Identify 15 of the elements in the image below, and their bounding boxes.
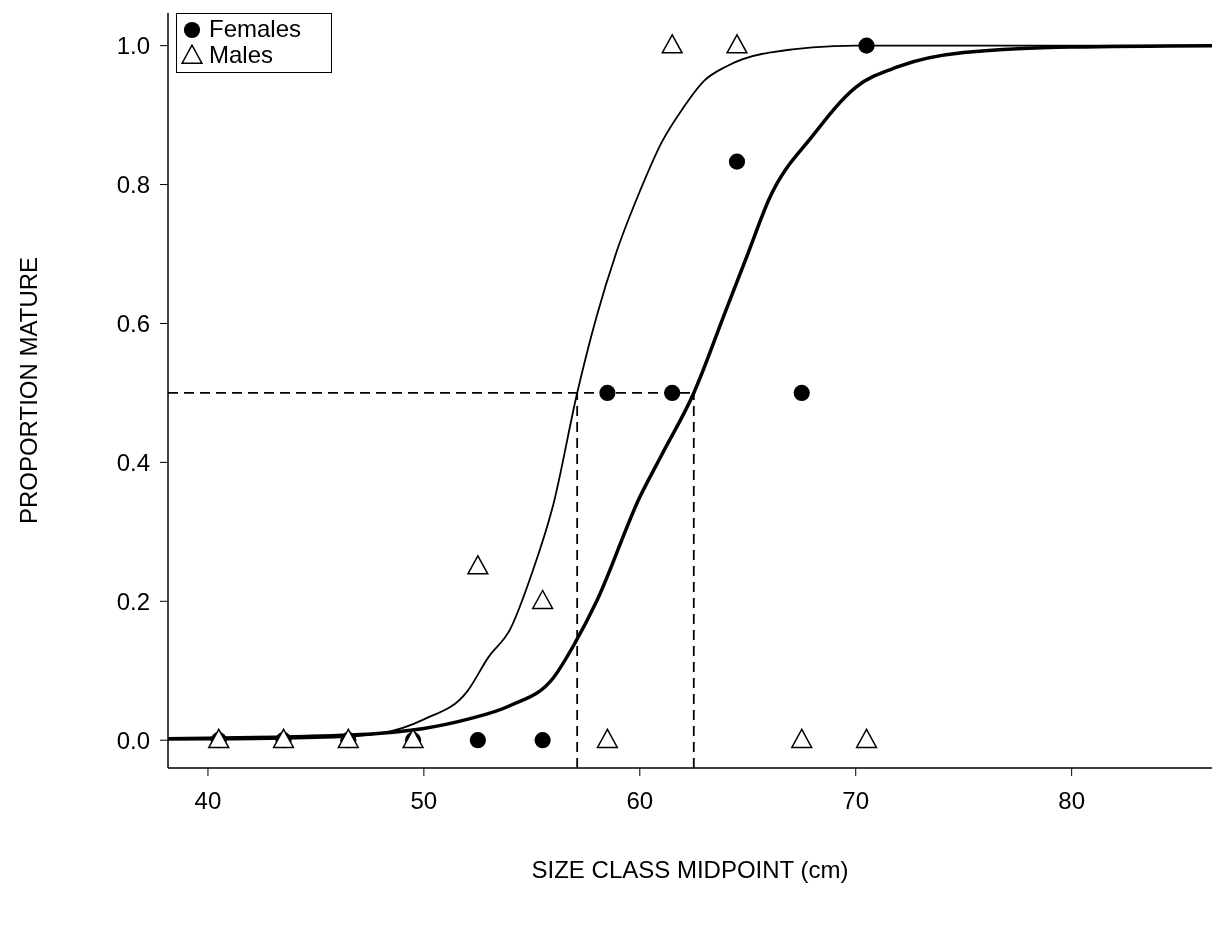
y-tick-label: 0.2: [116, 587, 150, 615]
y-tick-label: 0.0: [116, 726, 150, 754]
legend-label: Males: [209, 41, 274, 68]
y-tick-label: 1.0: [116, 32, 150, 60]
y-tick-label: 0.8: [116, 171, 150, 199]
x-tick-label: 60: [626, 787, 654, 815]
y-axis-title: PROPORTION MATURE: [14, 256, 42, 525]
x-axis-title: SIZE CLASS MIDPOINT (cm): [531, 856, 849, 883]
y-tick-label: 0.6: [116, 309, 150, 337]
x-tick-label: 70: [842, 787, 870, 815]
legend-label: Females: [209, 15, 302, 42]
y-tick-label: 0.4: [116, 448, 150, 476]
x-tick-label: 50: [410, 787, 438, 815]
x-tick-label: 40: [194, 787, 222, 815]
x-tick-label: 80: [1058, 787, 1085, 815]
